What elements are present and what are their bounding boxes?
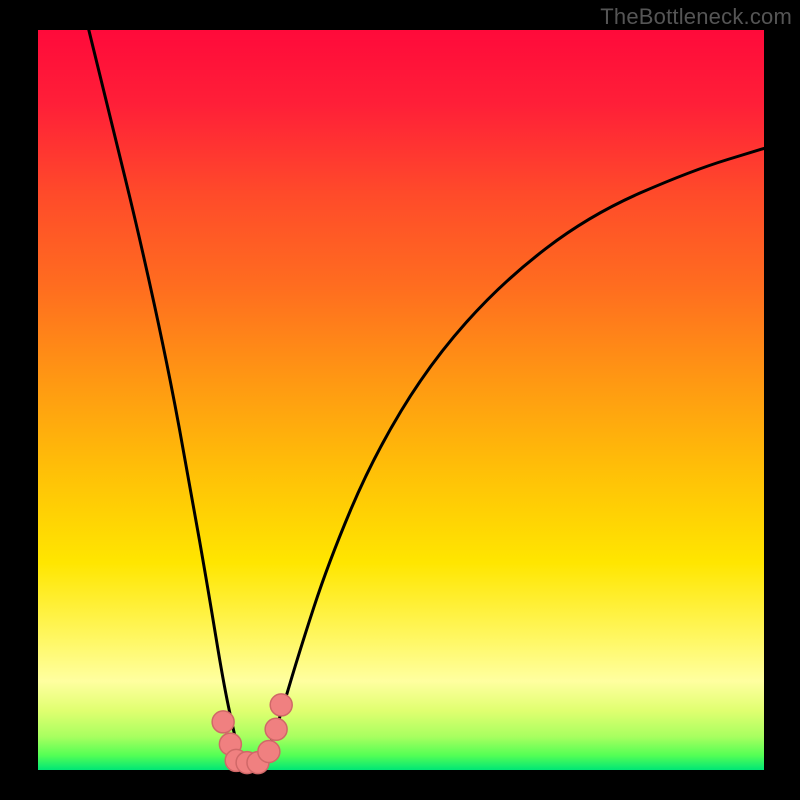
optimum-marker — [212, 711, 234, 733]
optimum-marker — [265, 718, 287, 740]
bottleneck-chart — [0, 0, 800, 800]
optimum-marker — [258, 741, 280, 763]
chart-container: TheBottleneck.com — [0, 0, 800, 800]
optimum-marker — [270, 694, 292, 716]
plot-background — [38, 30, 764, 770]
watermark-text: TheBottleneck.com — [600, 4, 792, 30]
